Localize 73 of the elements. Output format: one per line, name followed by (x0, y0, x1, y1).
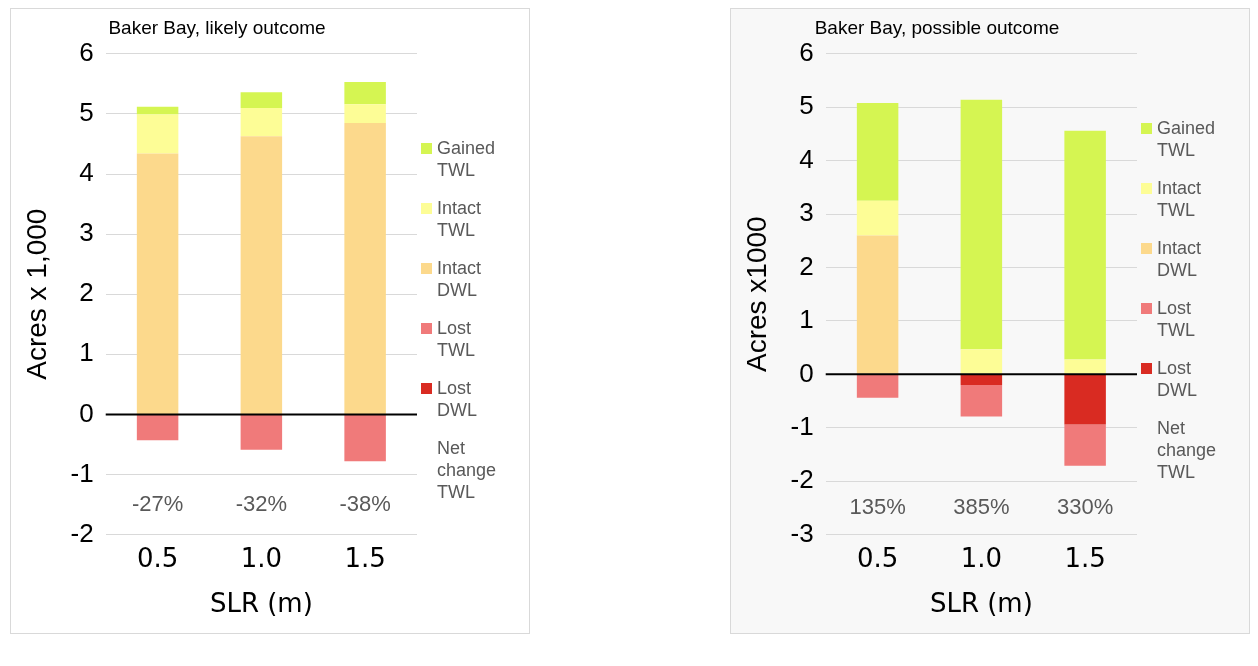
legend-label: Intact TWL (437, 197, 483, 241)
bar (856, 102, 899, 201)
bar (240, 136, 283, 414)
annotation: -38% (339, 490, 391, 516)
legend-label: Gained TWL (1157, 117, 1217, 161)
y-axis-title: Acres x1000 (740, 216, 772, 373)
y-tick-label: 5 (799, 90, 814, 121)
x-tick-label: 1.5 (1064, 542, 1106, 573)
bar (856, 235, 899, 374)
y-tick-label: 2 (799, 250, 814, 281)
x-tick-label: 1.5 (344, 542, 386, 573)
y-tick-label: 3 (79, 217, 94, 248)
bar (136, 414, 179, 441)
y-tick-label: -2 (790, 464, 814, 495)
legend-label: Intact DWL (1157, 237, 1203, 281)
y-tick-label: 1 (79, 337, 94, 368)
bar (136, 106, 179, 115)
annotation: 385% (953, 493, 1010, 519)
chart-title: Baker Bay, possible outcome (814, 16, 1060, 38)
legend-label: Lost DWL (437, 377, 478, 421)
y-tick-label: 4 (79, 157, 94, 188)
y-tick-label: 2 (79, 277, 94, 308)
legend-label: Lost DWL (1157, 357, 1198, 401)
bar (960, 374, 1003, 386)
bar (344, 82, 386, 105)
y-tick-label: 3 (799, 197, 814, 228)
bar (240, 414, 283, 450)
bar (960, 99, 1003, 350)
bar (344, 414, 386, 462)
y-tick-label: -3 (790, 517, 814, 548)
x-tick-label: 0.5 (136, 542, 179, 573)
bar (136, 153, 179, 414)
text: Net change TWL (1157, 417, 1218, 483)
annotation: -32% (235, 490, 288, 516)
annotation: -27% (131, 490, 184, 516)
x-tick-label: 1.0 (960, 542, 1003, 573)
bar (240, 92, 283, 108)
bar (240, 107, 283, 137)
x-axis-title: SLR (m) (929, 588, 1033, 619)
bar (1064, 130, 1106, 360)
bar (344, 104, 386, 123)
legend-label: Gained TWL (437, 137, 497, 181)
legend-label: Lost TWL (1157, 297, 1196, 341)
bar (1064, 424, 1106, 466)
legend-label: Intact TWL (1157, 177, 1203, 221)
x-tick-label: 0.5 (856, 542, 899, 573)
y-tick-label: 6 (79, 36, 94, 67)
x-axis-title: SLR (m) (209, 588, 313, 619)
chart-title: Baker Bay, likely outcome (108, 16, 326, 38)
y-tick-label: -1 (70, 457, 94, 488)
bar (1064, 374, 1106, 425)
bar (856, 374, 899, 398)
bar (960, 385, 1003, 417)
bar (344, 122, 386, 414)
y-axis-title: Acres x 1,000 (20, 208, 52, 380)
y-tick-label: 5 (79, 97, 94, 128)
bar (960, 349, 1003, 374)
y-tick-label: 0 (799, 357, 814, 388)
x-tick-label: 1.0 (240, 542, 283, 573)
legend-label: Lost TWL (437, 317, 476, 361)
y-tick-label: 4 (799, 143, 814, 174)
annotation: 330% (1056, 493, 1114, 519)
y-tick-label: 1 (799, 304, 814, 335)
legend-label: Intact DWL (437, 257, 483, 301)
text: Net change TWL (437, 437, 498, 503)
bar (1064, 359, 1106, 374)
bar (136, 114, 179, 154)
bar (856, 200, 899, 236)
y-tick-label: 0 (79, 397, 94, 428)
annotation: 135% (849, 493, 906, 519)
y-tick-label: -1 (790, 410, 814, 441)
y-tick-label: -2 (70, 517, 94, 548)
y-tick-label: 6 (799, 36, 814, 67)
